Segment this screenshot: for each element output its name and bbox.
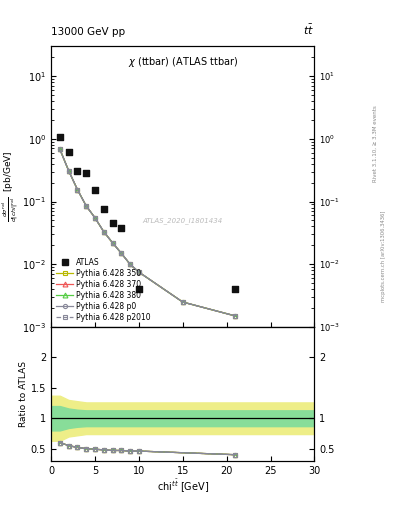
ATLAS — [92, 185, 98, 194]
Legend: ATLAS, Pythia 6.428 350, Pythia 6.428 370, Pythia 6.428 380, Pythia 6.428 p0, Py: ATLAS, Pythia 6.428 350, Pythia 6.428 37… — [55, 257, 152, 323]
ATLAS — [232, 285, 239, 293]
Pythia 6.428 p0 — [136, 269, 141, 275]
Pythia 6.428 380 — [119, 250, 124, 257]
Pythia 6.428 380 — [180, 299, 185, 305]
Pythia 6.428 350 — [110, 240, 115, 246]
Pythia 6.428 350 — [101, 229, 106, 235]
Pythia 6.428 350 — [128, 261, 132, 267]
Pythia 6.428 p2010 — [233, 313, 238, 319]
Pythia 6.428 350 — [233, 313, 238, 319]
Pythia 6.428 370 — [128, 261, 132, 267]
Text: mcplots.cern.ch [arXiv:1306.3436]: mcplots.cern.ch [arXiv:1306.3436] — [381, 210, 386, 302]
Line: Pythia 6.428 p0: Pythia 6.428 p0 — [58, 147, 237, 318]
Y-axis label: Ratio to ATLAS: Ratio to ATLAS — [19, 361, 28, 427]
Pythia 6.428 370 — [136, 269, 141, 275]
Pythia 6.428 350 — [93, 215, 97, 221]
Pythia 6.428 380 — [110, 240, 115, 246]
ATLAS — [136, 285, 142, 293]
Pythia 6.428 370 — [119, 250, 124, 257]
Pythia 6.428 p0 — [101, 229, 106, 235]
Pythia 6.428 p2010 — [101, 229, 106, 235]
Pythia 6.428 p0 — [75, 186, 80, 193]
Pythia 6.428 380 — [136, 269, 141, 275]
Pythia 6.428 380 — [66, 167, 71, 174]
Pythia 6.428 380 — [57, 146, 62, 153]
ATLAS — [74, 166, 81, 175]
Text: 13000 GeV pp: 13000 GeV pp — [51, 27, 125, 37]
Pythia 6.428 370 — [57, 146, 62, 153]
Pythia 6.428 p2010 — [119, 250, 124, 257]
Pythia 6.428 p0 — [66, 167, 71, 174]
X-axis label: chi$^{t\bar{t}}$ [GeV]: chi$^{t\bar{t}}$ [GeV] — [157, 478, 209, 496]
Pythia 6.428 p2010 — [66, 167, 71, 174]
Pythia 6.428 p0 — [233, 313, 238, 319]
Pythia 6.428 350 — [119, 250, 124, 257]
Pythia 6.428 350 — [136, 269, 141, 275]
Pythia 6.428 370 — [66, 167, 71, 174]
Pythia 6.428 380 — [93, 215, 97, 221]
Pythia 6.428 p2010 — [84, 203, 88, 209]
Pythia 6.428 p0 — [180, 299, 185, 305]
ATLAS — [57, 133, 63, 141]
Pythia 6.428 p2010 — [75, 186, 80, 193]
Pythia 6.428 370 — [110, 240, 115, 246]
Pythia 6.428 p0 — [119, 250, 124, 257]
Pythia 6.428 370 — [101, 229, 106, 235]
Pythia 6.428 380 — [75, 186, 80, 193]
Text: $t\bar{t}$: $t\bar{t}$ — [303, 23, 314, 37]
Line: Pythia 6.428 350: Pythia 6.428 350 — [58, 147, 237, 318]
ATLAS — [118, 224, 125, 232]
Text: Rivet 3.1.10, ≥ 3.3M events: Rivet 3.1.10, ≥ 3.3M events — [373, 105, 378, 182]
Pythia 6.428 p0 — [110, 240, 115, 246]
Pythia 6.428 p2010 — [110, 240, 115, 246]
Pythia 6.428 380 — [84, 203, 88, 209]
Pythia 6.428 p2010 — [136, 269, 141, 275]
Pythia 6.428 350 — [66, 167, 71, 174]
Pythia 6.428 350 — [75, 186, 80, 193]
Pythia 6.428 370 — [180, 299, 185, 305]
Pythia 6.428 p2010 — [128, 261, 132, 267]
Pythia 6.428 350 — [180, 299, 185, 305]
Pythia 6.428 p0 — [84, 203, 88, 209]
Text: $\chi$ (ttbar) (ATLAS ttbar): $\chi$ (ttbar) (ATLAS ttbar) — [128, 54, 238, 69]
ATLAS — [109, 219, 116, 227]
Line: Pythia 6.428 370: Pythia 6.428 370 — [58, 147, 237, 318]
Y-axis label: $\frac{d\sigma^\mathregular{nd}}{d|chi|^\mathregular{nd}}$  [pb/GeV]: $\frac{d\sigma^\mathregular{nd}}{d|chi|^… — [1, 151, 21, 222]
Pythia 6.428 380 — [101, 229, 106, 235]
ATLAS — [101, 205, 107, 214]
Line: Pythia 6.428 p2010: Pythia 6.428 p2010 — [58, 147, 237, 318]
ATLAS — [83, 169, 89, 178]
Pythia 6.428 370 — [75, 186, 80, 193]
Text: ATLAS_2020_I1801434: ATLAS_2020_I1801434 — [143, 217, 223, 224]
Pythia 6.428 p0 — [57, 146, 62, 153]
Pythia 6.428 p2010 — [180, 299, 185, 305]
Pythia 6.428 380 — [233, 313, 238, 319]
Pythia 6.428 p0 — [128, 261, 132, 267]
Pythia 6.428 350 — [84, 203, 88, 209]
Line: Pythia 6.428 380: Pythia 6.428 380 — [58, 147, 237, 318]
Pythia 6.428 370 — [233, 313, 238, 319]
Pythia 6.428 p2010 — [57, 146, 62, 153]
ATLAS — [66, 147, 72, 156]
Pythia 6.428 p2010 — [93, 215, 97, 221]
Pythia 6.428 350 — [57, 146, 62, 153]
Pythia 6.428 p0 — [93, 215, 97, 221]
Pythia 6.428 370 — [93, 215, 97, 221]
Pythia 6.428 370 — [84, 203, 88, 209]
Pythia 6.428 380 — [128, 261, 132, 267]
